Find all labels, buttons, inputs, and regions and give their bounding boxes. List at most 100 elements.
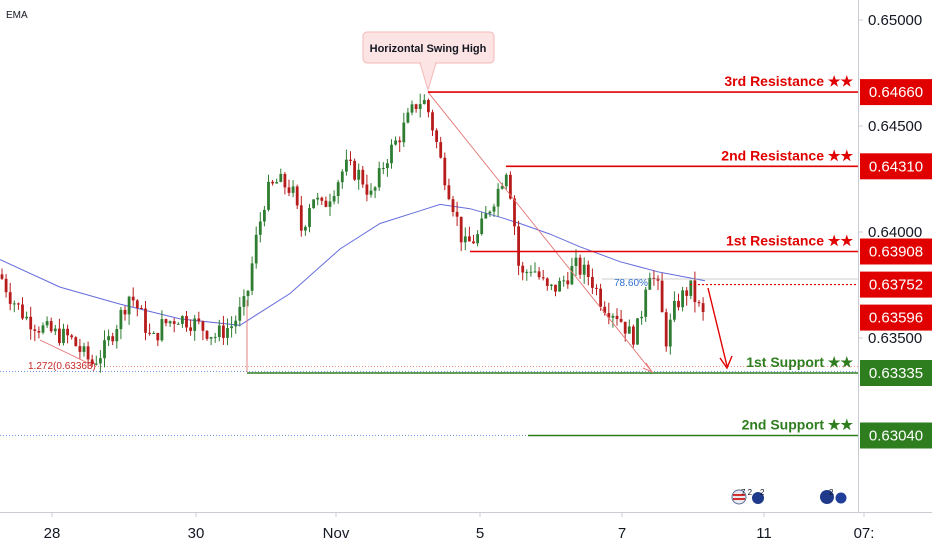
callout-text: Horizontal Swing High bbox=[370, 43, 487, 55]
candle-body bbox=[607, 313, 611, 318]
badge-bg bbox=[860, 304, 932, 331]
candle-body bbox=[550, 284, 553, 286]
candle bbox=[0, 268, 4, 280]
candle bbox=[25, 311, 28, 321]
candle bbox=[316, 192, 320, 206]
candle-body bbox=[578, 257, 582, 275]
candle-body bbox=[406, 112, 410, 123]
candle-body bbox=[349, 159, 352, 161]
candle bbox=[398, 136, 402, 152]
candle bbox=[172, 318, 176, 333]
candle-body bbox=[308, 208, 311, 227]
candle bbox=[181, 315, 184, 329]
badge-value: 0.63040 bbox=[869, 428, 923, 445]
candle-body bbox=[230, 326, 233, 329]
au-event-count: 2 bbox=[829, 488, 834, 497]
au-flag-icon-2[interactable] bbox=[820, 490, 834, 504]
candle-body bbox=[369, 190, 373, 195]
level-label: 1st Support ★★ bbox=[746, 354, 853, 370]
candle bbox=[279, 168, 283, 183]
candle-body bbox=[361, 169, 365, 185]
candle-body bbox=[611, 315, 615, 318]
candle-body bbox=[320, 197, 324, 201]
candle-body bbox=[673, 300, 676, 320]
candle-body bbox=[463, 236, 467, 243]
candle-body bbox=[74, 337, 78, 347]
candle-body bbox=[398, 140, 402, 143]
candle bbox=[431, 109, 434, 136]
au-flag-icon[interactable] bbox=[752, 492, 764, 504]
candle bbox=[242, 289, 246, 316]
candle bbox=[299, 195, 303, 237]
candle bbox=[595, 284, 598, 296]
candle-body bbox=[414, 104, 418, 109]
us-event-count: 7 2 bbox=[741, 488, 753, 497]
candle bbox=[644, 287, 648, 322]
price-tick-label: 0.63500 bbox=[868, 330, 922, 347]
price-tick-label: 0.64500 bbox=[868, 118, 922, 135]
candle-body bbox=[209, 337, 213, 339]
candle-body bbox=[111, 336, 115, 342]
candle bbox=[361, 166, 365, 188]
candle-body bbox=[402, 122, 406, 143]
candle-body bbox=[99, 358, 102, 364]
candle-body bbox=[78, 346, 82, 352]
candle-body bbox=[533, 271, 537, 273]
candle-body bbox=[45, 321, 49, 326]
candle bbox=[45, 316, 49, 328]
candle bbox=[381, 162, 385, 175]
price-ticks: 0.65000 0.64500 0.64000 0.63500 bbox=[858, 12, 922, 347]
candle bbox=[176, 322, 180, 325]
us-flag-icon[interactable] bbox=[731, 489, 747, 505]
time-tick-label: 7 bbox=[618, 525, 626, 542]
candle-body bbox=[21, 304, 24, 319]
candle-body bbox=[127, 296, 131, 315]
candle-body bbox=[324, 200, 328, 207]
candle bbox=[201, 320, 205, 341]
candle bbox=[94, 355, 98, 366]
fib-lines bbox=[39, 91, 858, 373]
time-tick-label: 30 bbox=[188, 525, 205, 542]
candle-body bbox=[357, 169, 361, 180]
candle bbox=[529, 265, 533, 277]
candle bbox=[582, 257, 586, 284]
candle-body bbox=[591, 277, 594, 288]
level-label: 3rd Resistance ★★ bbox=[724, 73, 853, 89]
candle-body bbox=[492, 206, 496, 212]
candle bbox=[340, 169, 344, 189]
candle bbox=[463, 227, 467, 251]
candle-body bbox=[12, 303, 16, 305]
candle-body bbox=[226, 328, 229, 338]
candle bbox=[496, 183, 500, 217]
candle bbox=[533, 262, 537, 273]
candle-body bbox=[4, 278, 8, 293]
candle bbox=[140, 305, 143, 309]
candle bbox=[308, 203, 311, 233]
candle bbox=[115, 324, 119, 349]
candle bbox=[636, 318, 639, 345]
badge-bg bbox=[860, 79, 932, 106]
candle-body bbox=[160, 319, 164, 341]
candle-body bbox=[267, 181, 270, 210]
nz-flag-icon[interactable] bbox=[834, 491, 848, 505]
candle bbox=[668, 313, 672, 355]
candle-body bbox=[8, 292, 12, 304]
economic-event-flags[interactable]: 7 2 2 2 bbox=[731, 488, 848, 505]
candle bbox=[70, 333, 74, 340]
time-tick-label: 28 bbox=[44, 525, 61, 542]
candle-body bbox=[373, 187, 377, 191]
candle-body bbox=[681, 290, 684, 308]
candle-body bbox=[295, 186, 299, 206]
price-tick-label: 0.64000 bbox=[868, 224, 922, 241]
candle-body bbox=[664, 312, 668, 347]
badge-bg bbox=[860, 238, 932, 265]
candle bbox=[66, 324, 69, 344]
candle bbox=[349, 151, 352, 166]
candle-body bbox=[86, 346, 90, 360]
level-label: 2nd Support ★★ bbox=[742, 417, 854, 433]
candle bbox=[648, 272, 652, 290]
candle bbox=[591, 268, 594, 294]
candle bbox=[632, 324, 635, 348]
badge-value: 0.64660 bbox=[869, 84, 923, 101]
